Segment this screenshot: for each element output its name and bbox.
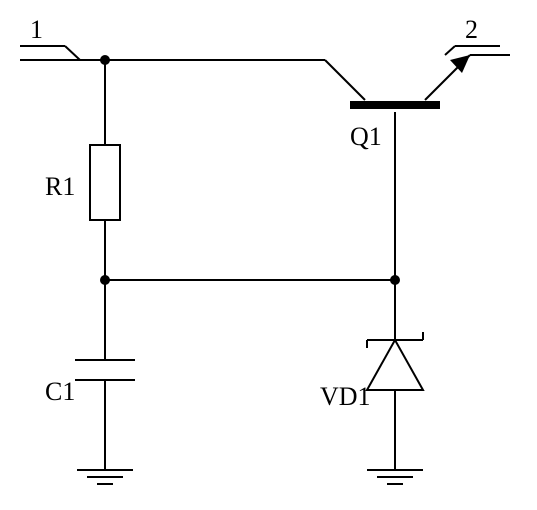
terminal-1-leader	[65, 46, 80, 60]
terminal-2-label: 2	[465, 15, 478, 44]
node-mid-right	[390, 275, 400, 285]
q1-emitter-arrow-icon	[450, 55, 470, 73]
q1-label: Q1	[350, 122, 382, 151]
circuit-schematic: 1 2 Q1 R1 C1 VD1	[0, 0, 537, 510]
node-top-left	[100, 55, 110, 65]
r1-label: R1	[45, 172, 75, 201]
vd1-label: VD1	[320, 382, 371, 411]
vd1-triangle	[367, 340, 423, 390]
terminal-1-label: 1	[30, 15, 43, 44]
terminal-2-leader	[445, 46, 455, 55]
resistor-r1	[90, 145, 120, 220]
q1-collector-wire	[325, 60, 365, 100]
c1-label: C1	[45, 377, 75, 406]
node-mid-left	[100, 275, 110, 285]
